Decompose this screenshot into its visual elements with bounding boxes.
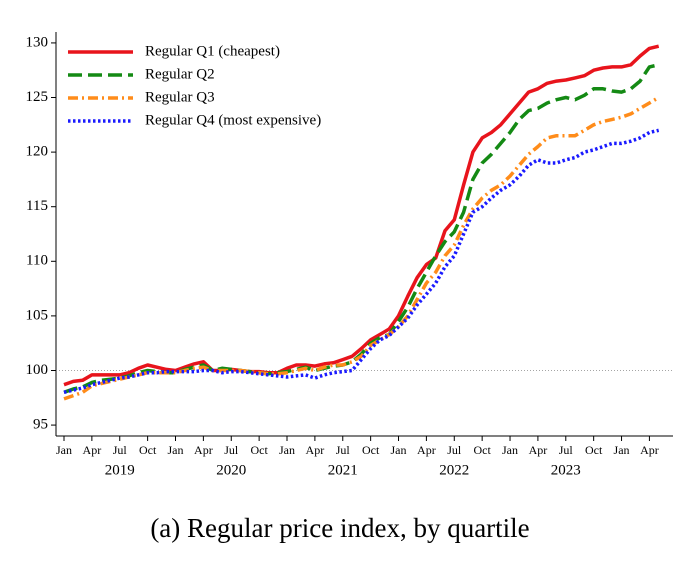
series-line bbox=[63, 128, 660, 395]
x-group-label: 2021 bbox=[328, 462, 358, 478]
x-tick-label: Jul bbox=[447, 443, 462, 457]
y-tick-label: 125 bbox=[26, 89, 49, 105]
x-tick-label: Jul bbox=[224, 443, 239, 457]
x-tick-label: Jan bbox=[614, 443, 630, 457]
x-tick-label: Jan bbox=[502, 443, 518, 457]
x-tick-label: Jul bbox=[559, 443, 574, 457]
caption: (a) Regular price index, by quartile bbox=[150, 513, 529, 543]
x-tick-label: Jan bbox=[56, 443, 72, 457]
y-tick-label: 95 bbox=[33, 417, 48, 433]
y-tick-label: 100 bbox=[26, 362, 49, 378]
y-tick-label: 115 bbox=[26, 198, 48, 214]
x-group-label: 2022 bbox=[439, 462, 469, 478]
x-tick-label: Apr bbox=[417, 443, 436, 457]
y-tick-label: 130 bbox=[26, 34, 49, 50]
x-tick-label: Oct bbox=[139, 443, 157, 457]
x-group-label: 2023 bbox=[551, 462, 581, 478]
legend-label: Regular Q3 bbox=[145, 89, 215, 105]
x-tick-label: Jan bbox=[391, 443, 407, 457]
legend-label: Regular Q2 bbox=[145, 66, 215, 82]
x-tick-label: Apr bbox=[83, 443, 102, 457]
y-tick-label: 110 bbox=[26, 253, 48, 269]
x-tick-label: Apr bbox=[194, 443, 213, 457]
x-tick-label: Apr bbox=[306, 443, 325, 457]
x-group-label: 2019 bbox=[105, 462, 135, 478]
x-tick-label: Jul bbox=[113, 443, 128, 457]
x-tick-label: Jan bbox=[168, 443, 184, 457]
x-tick-label: Oct bbox=[473, 443, 491, 457]
y-tick-label: 120 bbox=[26, 144, 49, 160]
x-tick-label: Apr bbox=[529, 443, 548, 457]
x-group-label: 2020 bbox=[216, 462, 246, 478]
x-tick-label: Oct bbox=[585, 443, 603, 457]
x-tick-label: Oct bbox=[362, 443, 380, 457]
series-line bbox=[63, 44, 660, 387]
x-tick-label: Oct bbox=[250, 443, 268, 457]
x-tick-label: Apr bbox=[640, 443, 659, 457]
series-line bbox=[63, 95, 660, 401]
legend-label: Regular Q4 (most expensive) bbox=[145, 112, 321, 128]
legend-label: Regular Q1 (cheapest) bbox=[145, 43, 280, 59]
x-tick-label: Jan bbox=[279, 443, 295, 457]
y-tick-label: 105 bbox=[26, 307, 49, 323]
x-tick-label: Jul bbox=[336, 443, 351, 457]
